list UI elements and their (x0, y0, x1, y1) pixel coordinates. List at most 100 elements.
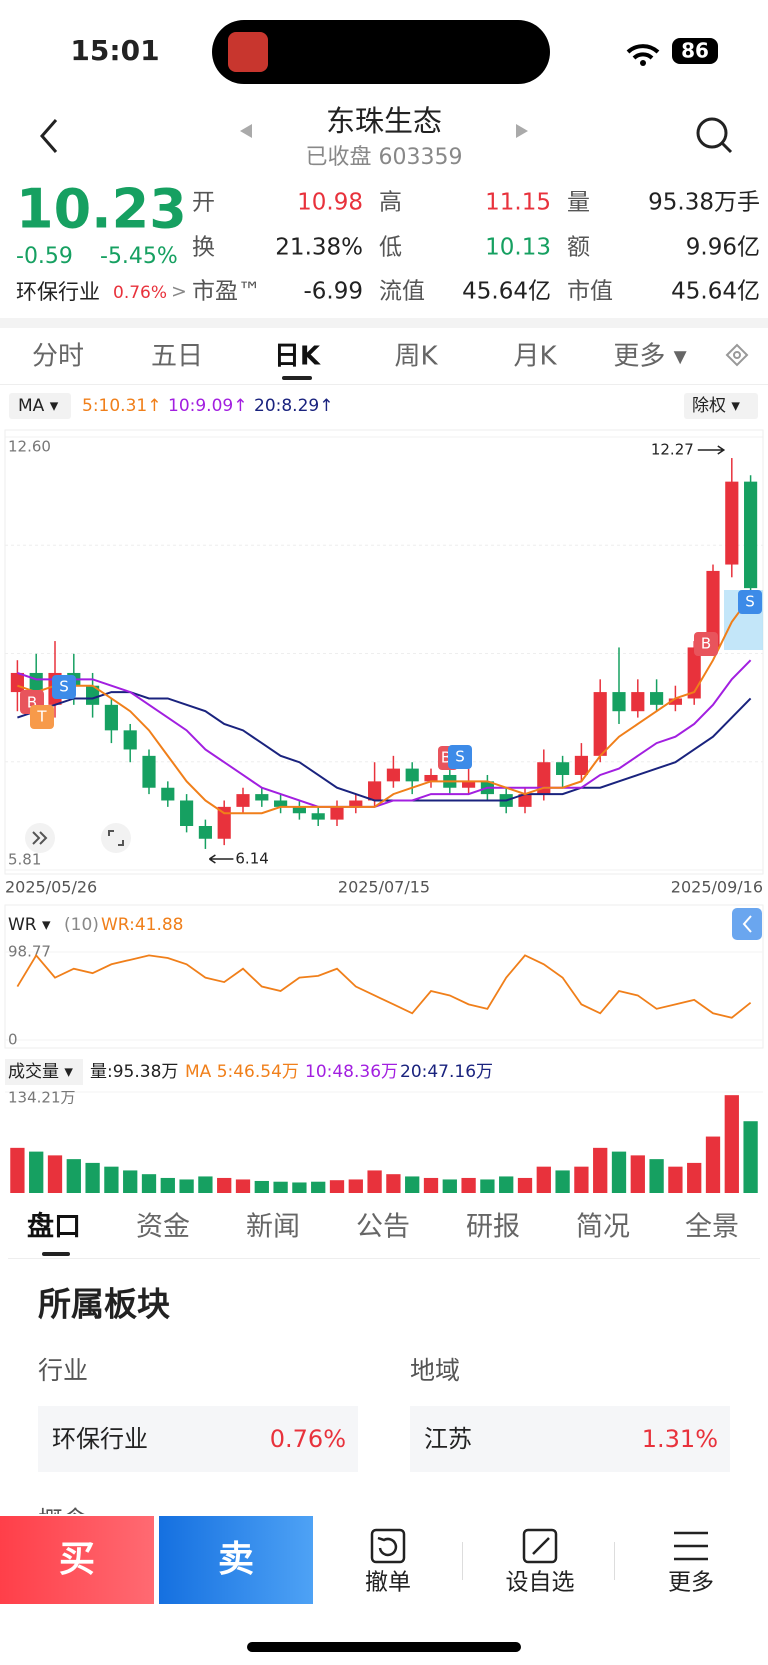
adjust-box[interactable] (684, 393, 758, 419)
quote-label: 高 (379, 190, 402, 216)
marker-box (738, 590, 762, 614)
fullscreen-button[interactable] (101, 823, 131, 853)
info-tab[interactable]: 资金 (136, 1212, 190, 1243)
volume-bar (442, 1179, 457, 1193)
watch-glyph (532, 1537, 550, 1555)
cancel-label[interactable]: 撤单 (365, 1570, 411, 1596)
candle-body (104, 704, 118, 731)
back-button[interactable] (40, 119, 58, 153)
candle-body (198, 825, 212, 839)
volume-bar (649, 1159, 664, 1193)
period-tab[interactable]: 更多 ▾ (613, 342, 686, 372)
candle-body (180, 800, 194, 826)
app-icon (228, 32, 268, 72)
region-label: 地域 (410, 1356, 460, 1385)
candle-body (405, 768, 419, 782)
price: 10.23 (16, 178, 187, 241)
ma-selector[interactable]: MA ▾ (18, 396, 59, 416)
industry-pct: 0.76% (113, 283, 167, 303)
ma-selector-box[interactable] (9, 393, 71, 419)
volume-bar (367, 1170, 382, 1193)
trade-marker[interactable]: T (36, 708, 47, 726)
volume-bar (104, 1166, 119, 1193)
expand-icon (32, 831, 48, 845)
separator (614, 1542, 615, 1580)
info-tab[interactable]: 简况 (576, 1212, 630, 1243)
industry-pct: 0.76% (270, 1425, 346, 1453)
y-tick-label: 0 (8, 1031, 18, 1049)
trade-marker[interactable]: S (59, 678, 69, 696)
info-tab[interactable]: 盘口 (27, 1211, 81, 1243)
collapse-button[interactable] (732, 908, 762, 940)
period-tab[interactable]: 周K (394, 342, 438, 372)
quote-value: 10.98 (297, 190, 363, 216)
industry-arrow[interactable]: > (171, 281, 187, 303)
divider (0, 384, 768, 385)
trade-marker[interactable]: S (455, 748, 465, 766)
info-tab[interactable]: 新闻 (246, 1212, 300, 1243)
candle-body (574, 755, 588, 775)
volume-bar (292, 1182, 307, 1193)
period-tab[interactable]: 月K (513, 342, 557, 372)
prev-stock[interactable] (240, 124, 252, 138)
sell-label[interactable]: 卖 (218, 1539, 254, 1580)
volume-bar (593, 1147, 608, 1193)
wr-selector[interactable]: WR ▾ (8, 915, 51, 935)
trade-marker[interactable]: B (701, 635, 711, 653)
more-icon[interactable] (674, 1531, 708, 1561)
settings-icon[interactable] (725, 343, 749, 367)
candle-body (86, 685, 100, 705)
peak-arrow (697, 445, 726, 455)
volume-selector[interactable]: 成交量 ▾ (8, 1062, 73, 1082)
period-tab[interactable]: 日K (274, 342, 321, 372)
buy-label[interactable]: 买 (59, 1539, 95, 1580)
sell-button[interactable] (159, 1516, 313, 1604)
candle-body (650, 692, 664, 705)
info-tab[interactable]: 全景 (685, 1212, 739, 1243)
info-tab[interactable]: 公告 (356, 1212, 410, 1243)
watch-label[interactable]: 设自选 (506, 1570, 575, 1596)
home-indicator (247, 1642, 521, 1652)
next-stock[interactable] (516, 124, 528, 138)
period-tab[interactable]: 五日 (151, 342, 203, 372)
quote-label: 量 (567, 190, 590, 216)
candle-body (725, 481, 739, 565)
tab-underline (282, 376, 312, 380)
wr-period: (10) (64, 915, 99, 935)
ma5-label: 5:10.31↑ (82, 396, 161, 416)
trade-marker[interactable]: B (441, 749, 451, 767)
period-tab[interactable]: 分时 (32, 342, 84, 372)
volume-bar (85, 1162, 100, 1193)
buy-button[interactable] (0, 1516, 154, 1604)
volume-bar (123, 1170, 138, 1193)
adjust[interactable]: 除权 ▾ (692, 396, 740, 416)
quote-value: 45.64亿 (462, 279, 551, 305)
trade-marker[interactable]: S (745, 593, 755, 611)
search-button[interactable] (696, 117, 728, 149)
trade-marker[interactable]: B (27, 694, 37, 712)
quote-label: 换 (192, 235, 215, 261)
quote-value: 10.13 (485, 235, 551, 261)
wr-frame (4, 904, 764, 1049)
info-tab[interactable]: 研报 (466, 1212, 520, 1243)
volume-bar (611, 1151, 627, 1193)
cancel-glyph (377, 1536, 398, 1557)
cancel-icon[interactable] (370, 1528, 406, 1564)
info-tab-underline (42, 1252, 70, 1256)
quote-value: 11.15 (485, 190, 551, 216)
quote-label: 市盈™ (192, 279, 261, 305)
volume-bar (480, 1179, 495, 1193)
volume-bar (198, 1176, 213, 1193)
watch-icon[interactable] (522, 1528, 558, 1564)
industry-card[interactable] (38, 1406, 358, 1472)
region-pct: 1.31% (642, 1425, 718, 1453)
volume-bar (705, 1136, 721, 1193)
quote-value: 45.64亿 (671, 279, 760, 305)
region-card[interactable] (410, 1406, 730, 1472)
candle-body (668, 698, 682, 705)
more-label[interactable]: 更多 (668, 1570, 714, 1596)
wifi-dot (640, 60, 646, 66)
candle-body (10, 672, 24, 693)
volume-selector-box[interactable] (5, 1059, 83, 1085)
